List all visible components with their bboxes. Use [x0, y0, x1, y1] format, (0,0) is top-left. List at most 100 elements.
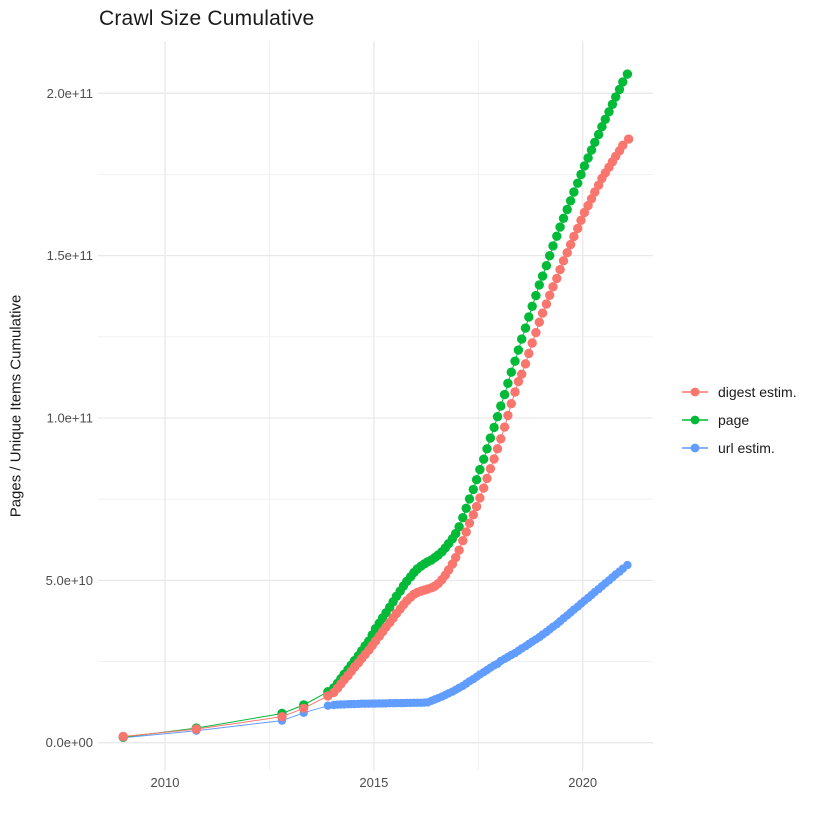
data-point — [118, 731, 128, 742]
y-tick-label: 1.0e+11 — [47, 411, 93, 426]
data-point — [503, 378, 513, 388]
data-point — [468, 484, 478, 495]
legend-item-label: page — [718, 412, 750, 428]
data-point — [479, 454, 489, 464]
data-point — [558, 256, 569, 266]
data-point — [573, 223, 583, 234]
data-point — [534, 317, 544, 327]
data-point — [454, 545, 464, 555]
legend: digest estim. page url estim. — [681, 378, 797, 462]
legend-item-label: digest estim. — [718, 384, 797, 400]
data-point — [623, 134, 634, 144]
data-point — [607, 99, 618, 110]
data-point — [510, 387, 520, 397]
data-point — [451, 552, 461, 563]
legend-item-url-estim: url estim. — [681, 434, 797, 462]
data-point — [618, 77, 628, 87]
data-point — [527, 301, 537, 311]
data-point — [496, 434, 506, 444]
data-point — [534, 280, 544, 290]
data-point — [573, 178, 583, 188]
data-point — [520, 359, 531, 369]
data-point — [299, 703, 309, 713]
data-point — [496, 401, 506, 411]
data-point — [471, 501, 482, 512]
data-point — [499, 422, 510, 432]
data-point — [485, 464, 496, 474]
data-point — [475, 493, 485, 503]
data-point — [531, 327, 541, 338]
data-point — [623, 560, 632, 570]
data-point — [622, 69, 633, 79]
data-point — [499, 389, 510, 400]
data-point — [482, 444, 492, 454]
data-point — [517, 334, 527, 344]
data-point — [524, 312, 534, 322]
data-point — [579, 161, 590, 171]
data-point — [489, 454, 499, 464]
legend-key-line-dot-icon — [682, 387, 708, 397]
data-point — [458, 536, 468, 546]
data-point — [600, 114, 610, 125]
series-line-url-estim- — [123, 564, 628, 739]
data-point — [517, 369, 527, 379]
data-point — [579, 207, 590, 218]
data-point — [527, 338, 537, 348]
data-point — [482, 473, 492, 484]
legend-key-line-dot-icon — [682, 443, 708, 453]
data-point — [471, 475, 482, 485]
data-point — [277, 712, 287, 722]
data-point — [583, 153, 593, 163]
data-point — [475, 464, 485, 475]
data-point — [503, 410, 513, 421]
data-point — [524, 348, 534, 359]
data-point — [552, 273, 562, 284]
data-point — [492, 444, 503, 454]
data-point — [576, 215, 586, 225]
x-tick-label: 2010 — [151, 775, 180, 790]
data-point — [492, 412, 503, 422]
data-point — [537, 271, 548, 281]
data-point — [513, 345, 524, 355]
data-point — [611, 92, 621, 102]
data-point — [464, 518, 475, 528]
data-point — [489, 422, 499, 433]
legend-item-page: page — [681, 406, 797, 434]
data-point — [541, 299, 552, 309]
data-point — [614, 84, 625, 95]
legend-item-digest-estim: digest estim. — [681, 378, 797, 406]
data-point — [545, 251, 555, 261]
data-point — [513, 376, 524, 387]
data-point — [520, 323, 531, 333]
data-point — [537, 308, 548, 318]
data-point — [548, 241, 558, 251]
x-tick-label: 2015 — [359, 775, 388, 790]
y-tick-label: 2.0e+11 — [47, 86, 93, 101]
data-point — [548, 282, 558, 292]
data-point — [586, 145, 597, 155]
data-point — [569, 187, 579, 197]
data-point — [590, 137, 600, 147]
data-point — [562, 204, 572, 215]
data-point — [597, 122, 607, 132]
data-point — [461, 503, 471, 513]
data-point — [558, 213, 569, 223]
chart-title: Crawl Size Cumulative — [99, 7, 315, 30]
data-point — [461, 527, 471, 537]
data-point — [479, 483, 489, 493]
y-tick-label: 5.0e+10 — [46, 573, 93, 588]
data-point — [510, 356, 520, 366]
legend-item-label: url estim. — [718, 440, 775, 456]
data-point — [545, 290, 555, 300]
data-point — [541, 261, 552, 271]
data-point — [618, 140, 628, 150]
data-point — [468, 510, 478, 520]
data-point — [458, 513, 468, 523]
data-point — [454, 522, 464, 532]
data-point — [565, 196, 576, 206]
y-tick-label: 0.0e+00 — [46, 735, 93, 750]
data-point — [555, 264, 565, 275]
data-point — [576, 169, 586, 180]
